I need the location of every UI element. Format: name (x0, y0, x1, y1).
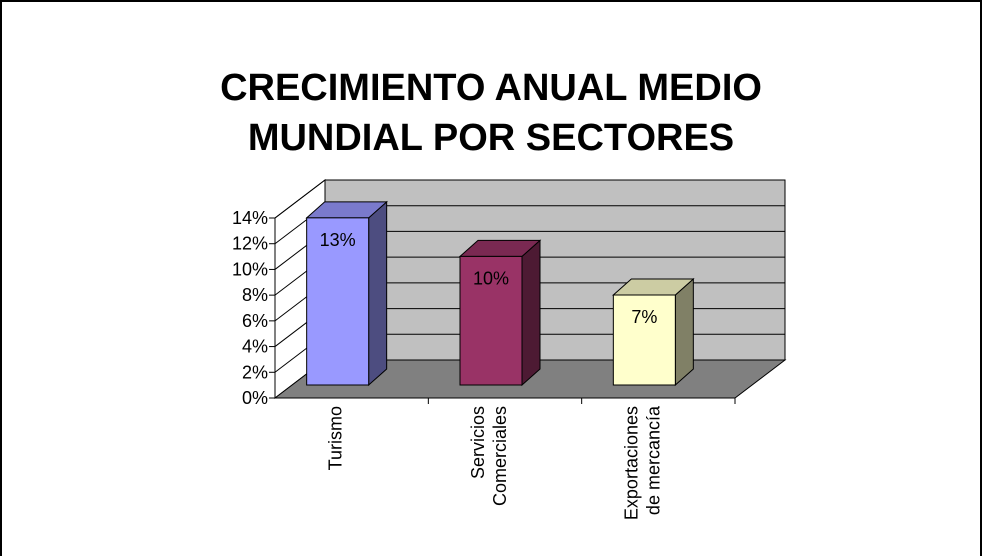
grid-line (274, 179, 326, 219)
y-tick-label: 6% (242, 311, 268, 331)
data-label: 7% (631, 307, 657, 327)
bar-side (368, 200, 388, 387)
y-tick-label: 14% (232, 208, 268, 228)
bar (612, 294, 676, 386)
x-tick-label: Comerciales (490, 406, 510, 506)
y-tick-label: 8% (242, 285, 268, 305)
y-tick-label: 12% (232, 234, 268, 254)
x-tick-label: de mercancía (643, 405, 663, 515)
x-tick-label: Servicios (468, 406, 488, 479)
bar-side (521, 239, 541, 387)
y-tick-label: 2% (242, 362, 268, 382)
chart-title: CRECIMIENTO ANUAL MEDIO (220, 67, 762, 109)
bar (306, 217, 370, 386)
y-tick-label: 10% (232, 259, 268, 279)
x-tick-label: Exportaciones (621, 406, 641, 520)
bar-side (674, 277, 694, 387)
y-tick-label: 4% (242, 337, 268, 357)
bar (459, 255, 523, 386)
data-label: 10% (473, 268, 509, 288)
chart-title: MUNDIAL POR SECTORES (248, 117, 734, 159)
back-wall (324, 179, 786, 361)
x-tick-label: Turismo (326, 406, 346, 470)
y-tick-label: 0% (242, 388, 268, 408)
data-label: 13% (320, 230, 356, 250)
